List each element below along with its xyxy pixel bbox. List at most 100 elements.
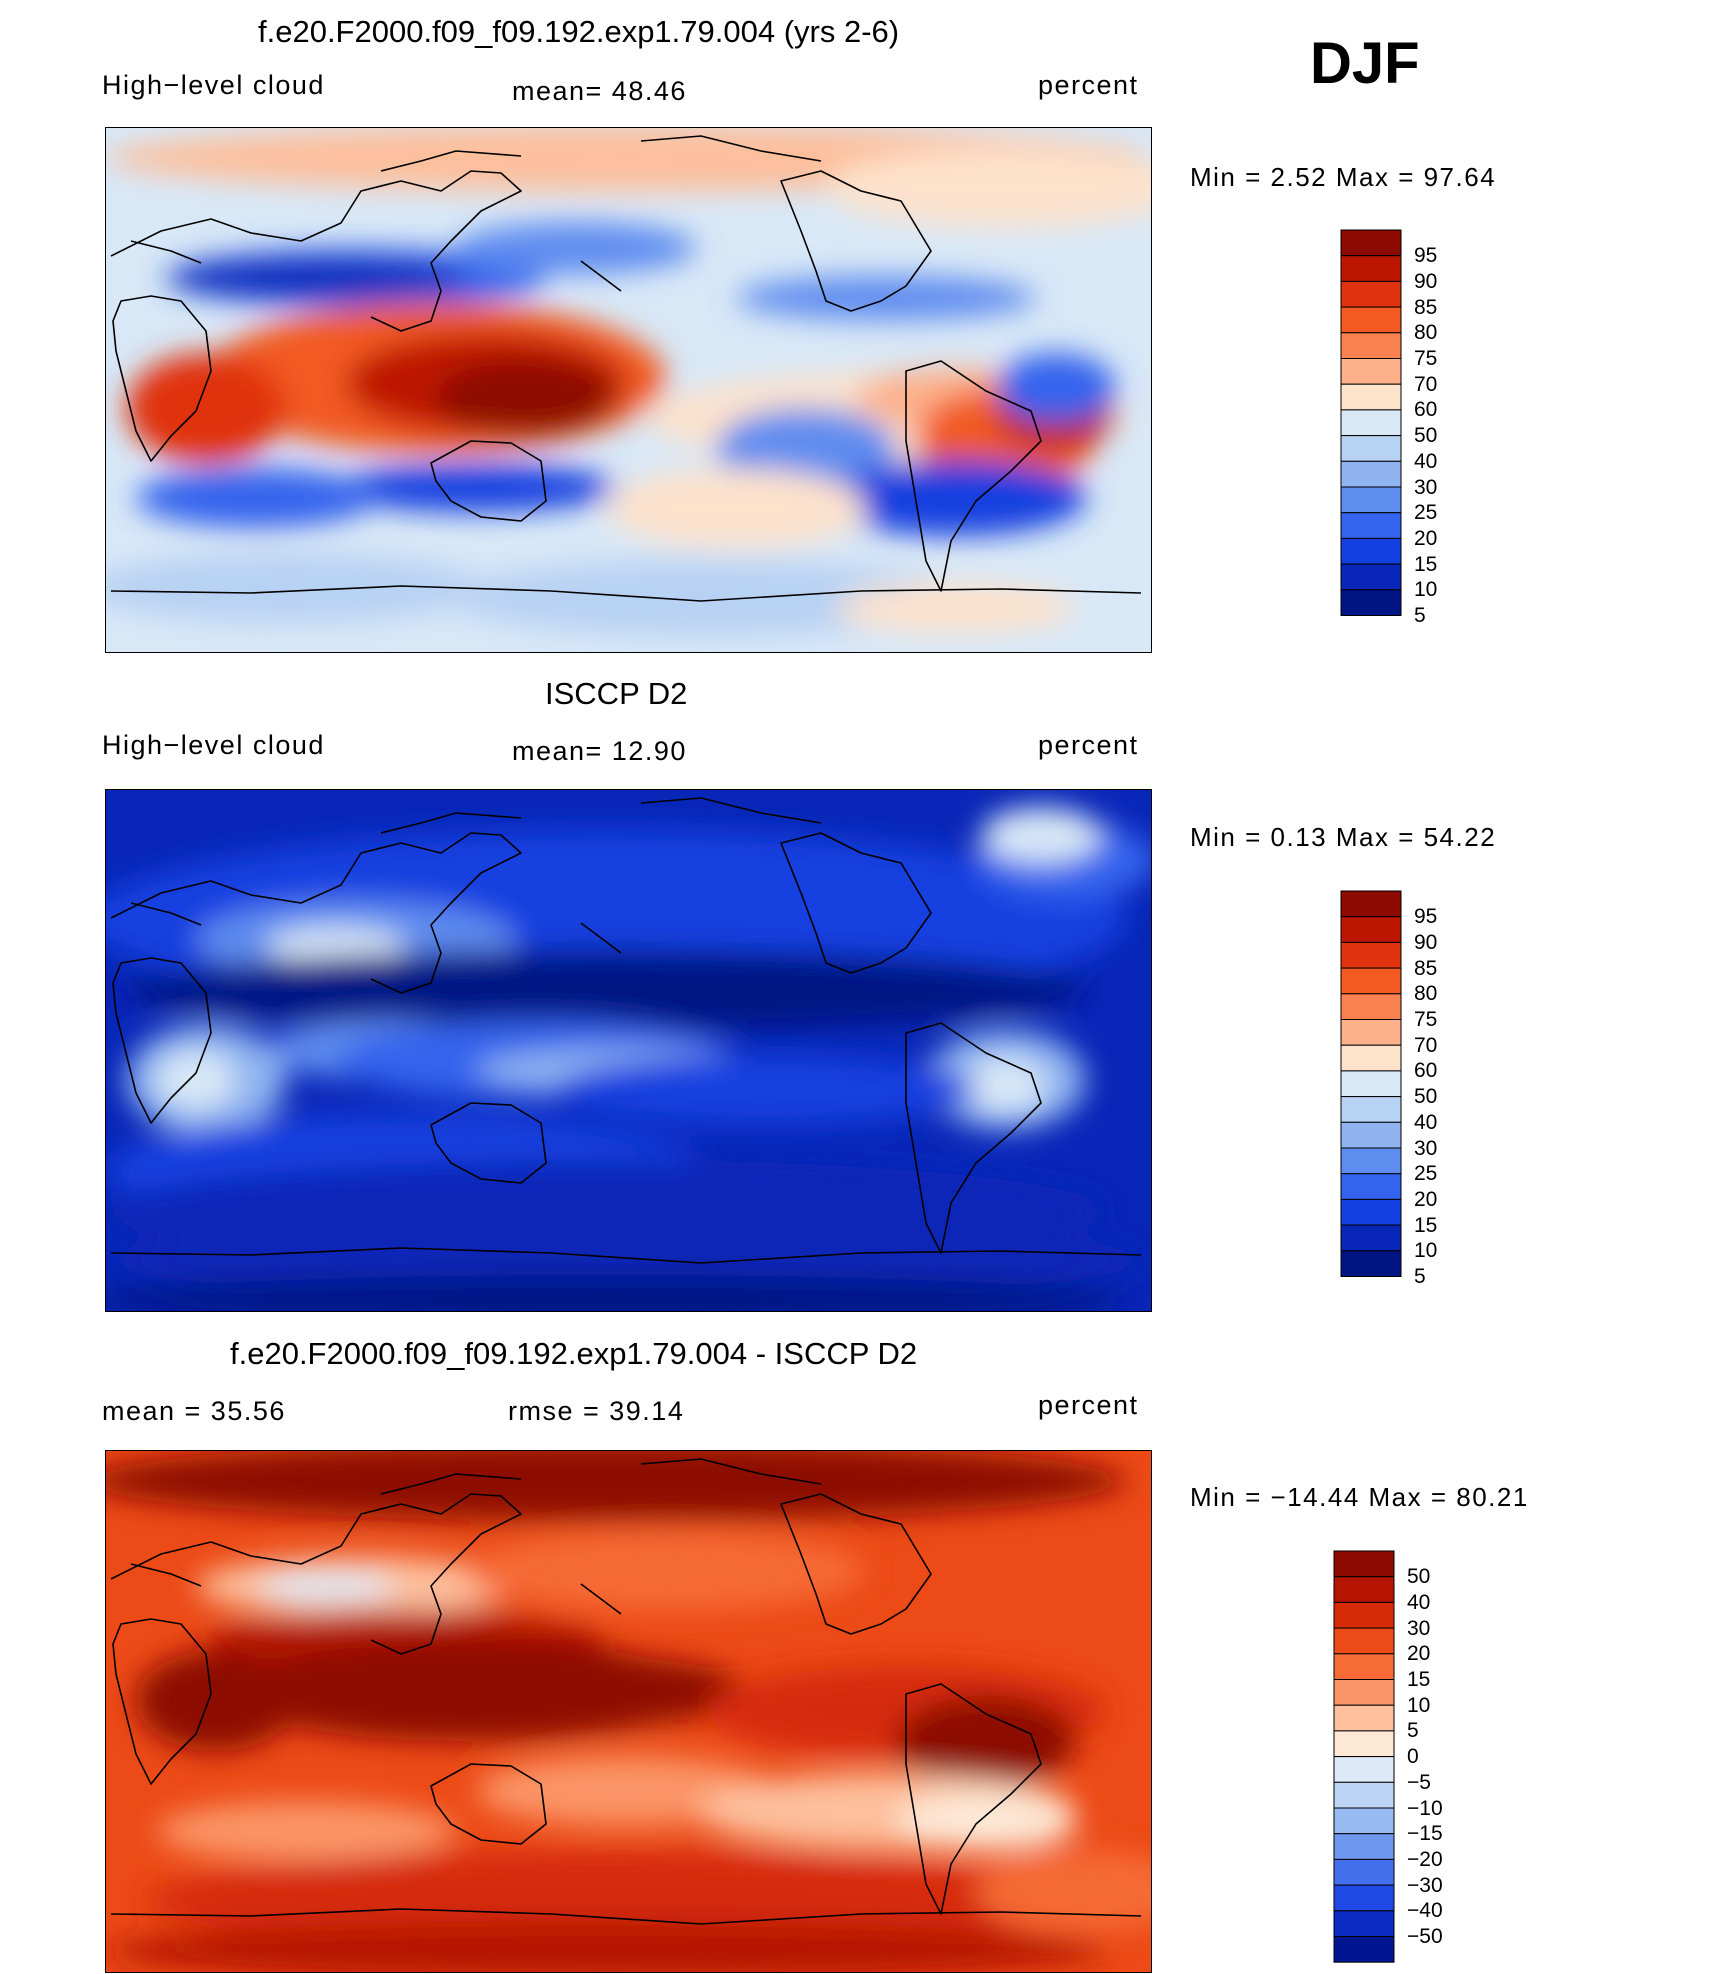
colorbar-tick-label: 95 — [1414, 905, 1438, 929]
colorbar-swatch — [1333, 1781, 1395, 1809]
contour-region — [606, 468, 866, 548]
colorbar-swatch — [1340, 512, 1402, 539]
contour-region — [896, 1791, 1076, 1851]
colorbar-tick-label: −30 — [1407, 1873, 1443, 1897]
colorbar-tick-label: −20 — [1407, 1847, 1443, 1871]
colorbar-swatch — [1340, 1173, 1402, 1200]
contour-region — [336, 464, 616, 512]
colorbar-tick-label: 50 — [1414, 424, 1438, 448]
colorbar-tick-label: 20 — [1414, 1187, 1438, 1211]
coastline — [110, 585, 1142, 602]
colorbar-tick-label: 30 — [1414, 475, 1438, 499]
contour-region — [446, 560, 966, 636]
coastline — [580, 1583, 622, 1615]
colorbar-tick-label: 30 — [1414, 1136, 1438, 1160]
cloud-map-obs — [105, 789, 1152, 1312]
colorbar-swatch — [1333, 1627, 1395, 1655]
coastline — [112, 957, 212, 1124]
colorbar-swatch — [1333, 1833, 1395, 1860]
colorbar-swatch — [1333, 1550, 1395, 1578]
contour-region — [106, 1275, 1126, 1311]
colorbar-tick-label: 5 — [1407, 1719, 1419, 1743]
colorbar-tick-label: 95 — [1414, 244, 1438, 268]
colorbar-swatch — [1340, 1070, 1402, 1098]
colorbar-swatch — [1340, 967, 1402, 995]
coastline — [640, 797, 822, 824]
contour-region — [556, 1055, 976, 1125]
colorbar-tick-label: 70 — [1414, 1033, 1438, 1057]
colorbar-swatch — [1340, 358, 1402, 385]
contour-region — [156, 1050, 236, 1110]
contour-region — [466, 1531, 866, 1611]
colorbar-tick-label: 10 — [1414, 578, 1438, 602]
colorbar-tick-label: 25 — [1414, 501, 1438, 525]
units-label: percent — [1038, 730, 1139, 760]
contour-region — [966, 1057, 1046, 1113]
min-max-label: Min = −14.44 Max = 80.21 — [1190, 1482, 1529, 1512]
colorbar-swatch — [1333, 1601, 1395, 1629]
colorbar-tick-label: 85 — [1414, 956, 1438, 980]
colorbar-swatch — [1340, 229, 1402, 257]
coastline — [112, 295, 212, 462]
coastline — [130, 240, 202, 264]
contour-region — [136, 468, 376, 528]
colorbar-tick-label: 75 — [1414, 1008, 1438, 1031]
colorbar-swatch — [1340, 563, 1402, 591]
coastline — [640, 1458, 822, 1485]
contour-region — [426, 1656, 746, 1726]
colorbar-tick-label: 50 — [1414, 1085, 1438, 1109]
season-label: DJF — [1310, 31, 1420, 96]
coastline — [110, 1493, 522, 1655]
contour-region — [996, 353, 1116, 423]
contour-region — [981, 807, 1101, 863]
contour-region — [126, 353, 286, 463]
colorbar-tick-label: 90 — [1414, 269, 1438, 293]
colorbar-swatch — [1333, 1679, 1395, 1706]
colorbar-tick-label: 5 — [1414, 1265, 1426, 1288]
colorbar-swatch — [1340, 890, 1402, 918]
colorbar-tick-label: 60 — [1414, 1059, 1438, 1083]
contour-region — [256, 1572, 396, 1600]
colorbar-swatch — [1333, 1807, 1395, 1835]
min-max-label: Min = 2.52 Max = 97.64 — [1190, 162, 1497, 192]
colorbar-swatch — [1340, 916, 1402, 943]
colorbar-swatch — [1340, 486, 1402, 514]
coastline — [640, 135, 822, 162]
coastline — [580, 922, 622, 954]
coastline — [130, 902, 202, 926]
colorbar-tick-label: 5 — [1414, 604, 1426, 627]
coastline — [780, 1493, 932, 1635]
colorbar-tick-label: 60 — [1414, 398, 1438, 422]
colorbar-tick-label: 15 — [1407, 1668, 1431, 1691]
coastline — [380, 150, 522, 172]
colorbar-tick-label: −40 — [1407, 1899, 1443, 1923]
colorbar-swatch — [1340, 589, 1402, 616]
contour-region — [166, 260, 466, 296]
contour-region — [106, 1921, 1106, 1972]
coastline — [130, 1563, 202, 1587]
contour-region — [156, 1801, 456, 1861]
colorbar-swatch — [1340, 1224, 1402, 1252]
colorbar-swatch — [1340, 332, 1402, 360]
coastline — [780, 832, 932, 974]
colorbar-tick-label: −5 — [1407, 1770, 1431, 1794]
colorbar-swatch — [1333, 1884, 1395, 1912]
colorbar-tick-label: 40 — [1414, 1110, 1438, 1134]
colorbar-swatch — [1340, 383, 1402, 411]
coastline — [580, 260, 622, 292]
colorbar-swatch — [1333, 1704, 1395, 1732]
colorbar-swatch — [1340, 1250, 1402, 1277]
colorbar-tick-label: 20 — [1407, 1642, 1431, 1666]
field-label: High−level cloud — [102, 70, 325, 100]
units-label: percent — [1038, 1390, 1139, 1420]
coastline — [430, 1763, 547, 1845]
colorbar-swatch — [1340, 537, 1402, 565]
min-max-label: Min = 0.13 Max = 54.22 — [1190, 822, 1497, 852]
contour-region — [826, 148, 1151, 228]
colorbar-tick-label: 10 — [1407, 1693, 1431, 1717]
mean-label: mean = 35.56 — [102, 1396, 286, 1426]
colorbar-tick-label: −10 — [1407, 1796, 1443, 1820]
colorbar-swatch — [1333, 1730, 1395, 1758]
colorbar-swatch — [1340, 1019, 1402, 1046]
colorbar-tick-label: −50 — [1407, 1925, 1443, 1948]
